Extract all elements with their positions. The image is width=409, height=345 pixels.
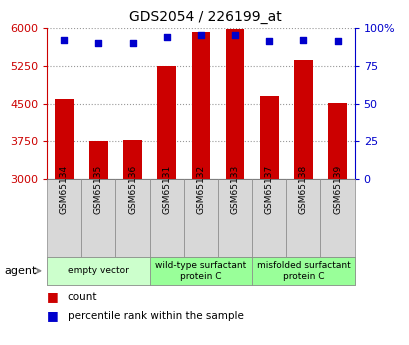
Bar [89, 141, 108, 179]
Text: GSM65134: GSM65134 [60, 165, 69, 214]
Point [299, 37, 306, 42]
Bar [191, 32, 210, 179]
Text: GSM65139: GSM65139 [332, 165, 341, 214]
Bar [285, 179, 320, 257]
Text: GSM65138: GSM65138 [298, 165, 307, 214]
Bar [81, 179, 115, 257]
Text: GSM65135: GSM65135 [94, 165, 103, 214]
Text: GSM65136: GSM65136 [128, 165, 137, 214]
Bar [252, 179, 285, 257]
Text: agent: agent [4, 266, 36, 276]
Bar [149, 257, 252, 285]
Point [129, 40, 135, 46]
Bar [55, 99, 74, 179]
Text: percentile rank within the sample: percentile rank within the sample [67, 311, 243, 321]
Text: ■: ■ [47, 290, 59, 303]
Point [95, 40, 101, 46]
Bar [320, 179, 354, 257]
Text: GSM65132: GSM65132 [196, 165, 205, 214]
Bar [225, 29, 244, 179]
Point [265, 39, 272, 44]
Bar [327, 104, 346, 179]
Text: wild-type surfactant
protein C: wild-type surfactant protein C [155, 261, 246, 280]
Bar [252, 257, 354, 285]
Bar [47, 179, 81, 257]
Point [197, 32, 204, 38]
Text: GDS2054 / 226199_at: GDS2054 / 226199_at [128, 10, 281, 24]
Point [231, 32, 238, 38]
Text: misfolded surfactant
protein C: misfolded surfactant protein C [256, 261, 349, 280]
Bar [115, 179, 149, 257]
Bar [157, 66, 176, 179]
Bar [149, 179, 183, 257]
Bar [47, 257, 149, 285]
Bar [259, 96, 278, 179]
Text: GSM65133: GSM65133 [230, 165, 239, 214]
Bar [293, 60, 312, 179]
Point [61, 37, 67, 42]
Text: empty vector: empty vector [68, 266, 128, 275]
Bar [218, 179, 252, 257]
Bar [183, 179, 218, 257]
Text: ■: ■ [47, 309, 59, 322]
Text: count: count [67, 292, 97, 302]
Text: GSM65137: GSM65137 [264, 165, 273, 214]
Bar [123, 140, 142, 179]
Point [163, 34, 170, 39]
Text: GSM65131: GSM65131 [162, 165, 171, 214]
Point [333, 39, 340, 44]
